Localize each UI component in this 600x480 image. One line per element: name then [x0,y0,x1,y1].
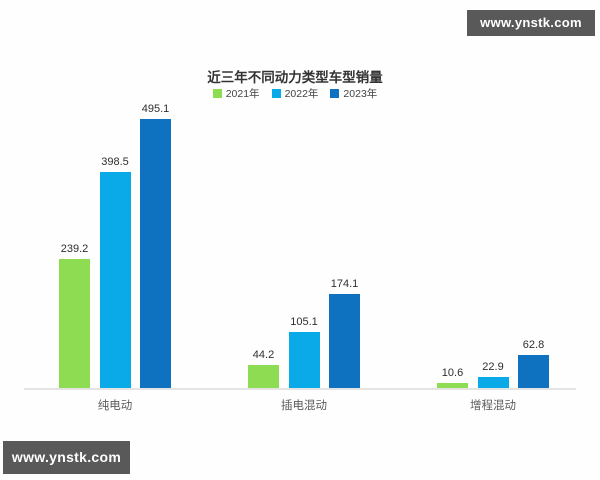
bar-value-label: 44.2 [252,349,275,361]
watermark-badge-top-right: www.ynstk.com [467,10,595,36]
bar [59,259,90,389]
x-axis-line [24,388,576,390]
category-label: 纯电动 [97,400,133,412]
bar [329,294,360,389]
bar-column: 44.2 [248,349,279,389]
watermark-badge-bottom-left: www.ynstk.com [3,441,130,474]
bar [99,172,131,389]
category-label: 插电混动 [281,400,327,412]
bar-value-label: 239.2 [60,243,89,255]
bar [437,383,468,389]
bar-value-label: 62.8 [522,339,545,351]
bar-column: 62.8 [518,339,549,389]
legend-label: 2021年 [225,88,260,100]
bar-value-label: 495.1 [141,103,170,115]
legend-label: 2023年 [343,88,378,100]
legend-swatch [212,89,222,98]
legend-item: 2021年 [212,86,260,101]
bar [477,377,509,389]
legend-item: 2023年 [330,86,377,101]
bar-column: 174.1 [329,278,360,389]
bar-value-label: 105.1 [290,316,318,328]
legend-label: 2022年 [284,88,319,100]
bar [140,119,171,389]
bar [288,332,320,389]
bar-value-label: 22.9 [482,361,504,373]
bar-column: 105.1 [288,316,320,389]
chart-legend: 2021年 2022年 2023年 [0,86,590,101]
bar [248,365,279,389]
chart-title: 近三年不同动力类型车型销量 [207,70,383,85]
bar-column: 398.5 [99,156,131,389]
bar-value-label: 10.6 [441,367,464,379]
bar-value-label: 398.5 [101,156,129,168]
bar [518,355,549,389]
bar-column: 22.9 [477,361,509,389]
bar-column: 239.2 [59,243,90,389]
legend-swatch [271,89,281,98]
bar-column: 495.1 [140,103,171,389]
legend-swatch [330,89,340,98]
bar-value-label: 174.1 [330,278,359,290]
category-label: 增程混动 [470,400,516,412]
legend-item: 2022年 [271,86,319,101]
bar-column: 10.6 [437,367,468,389]
